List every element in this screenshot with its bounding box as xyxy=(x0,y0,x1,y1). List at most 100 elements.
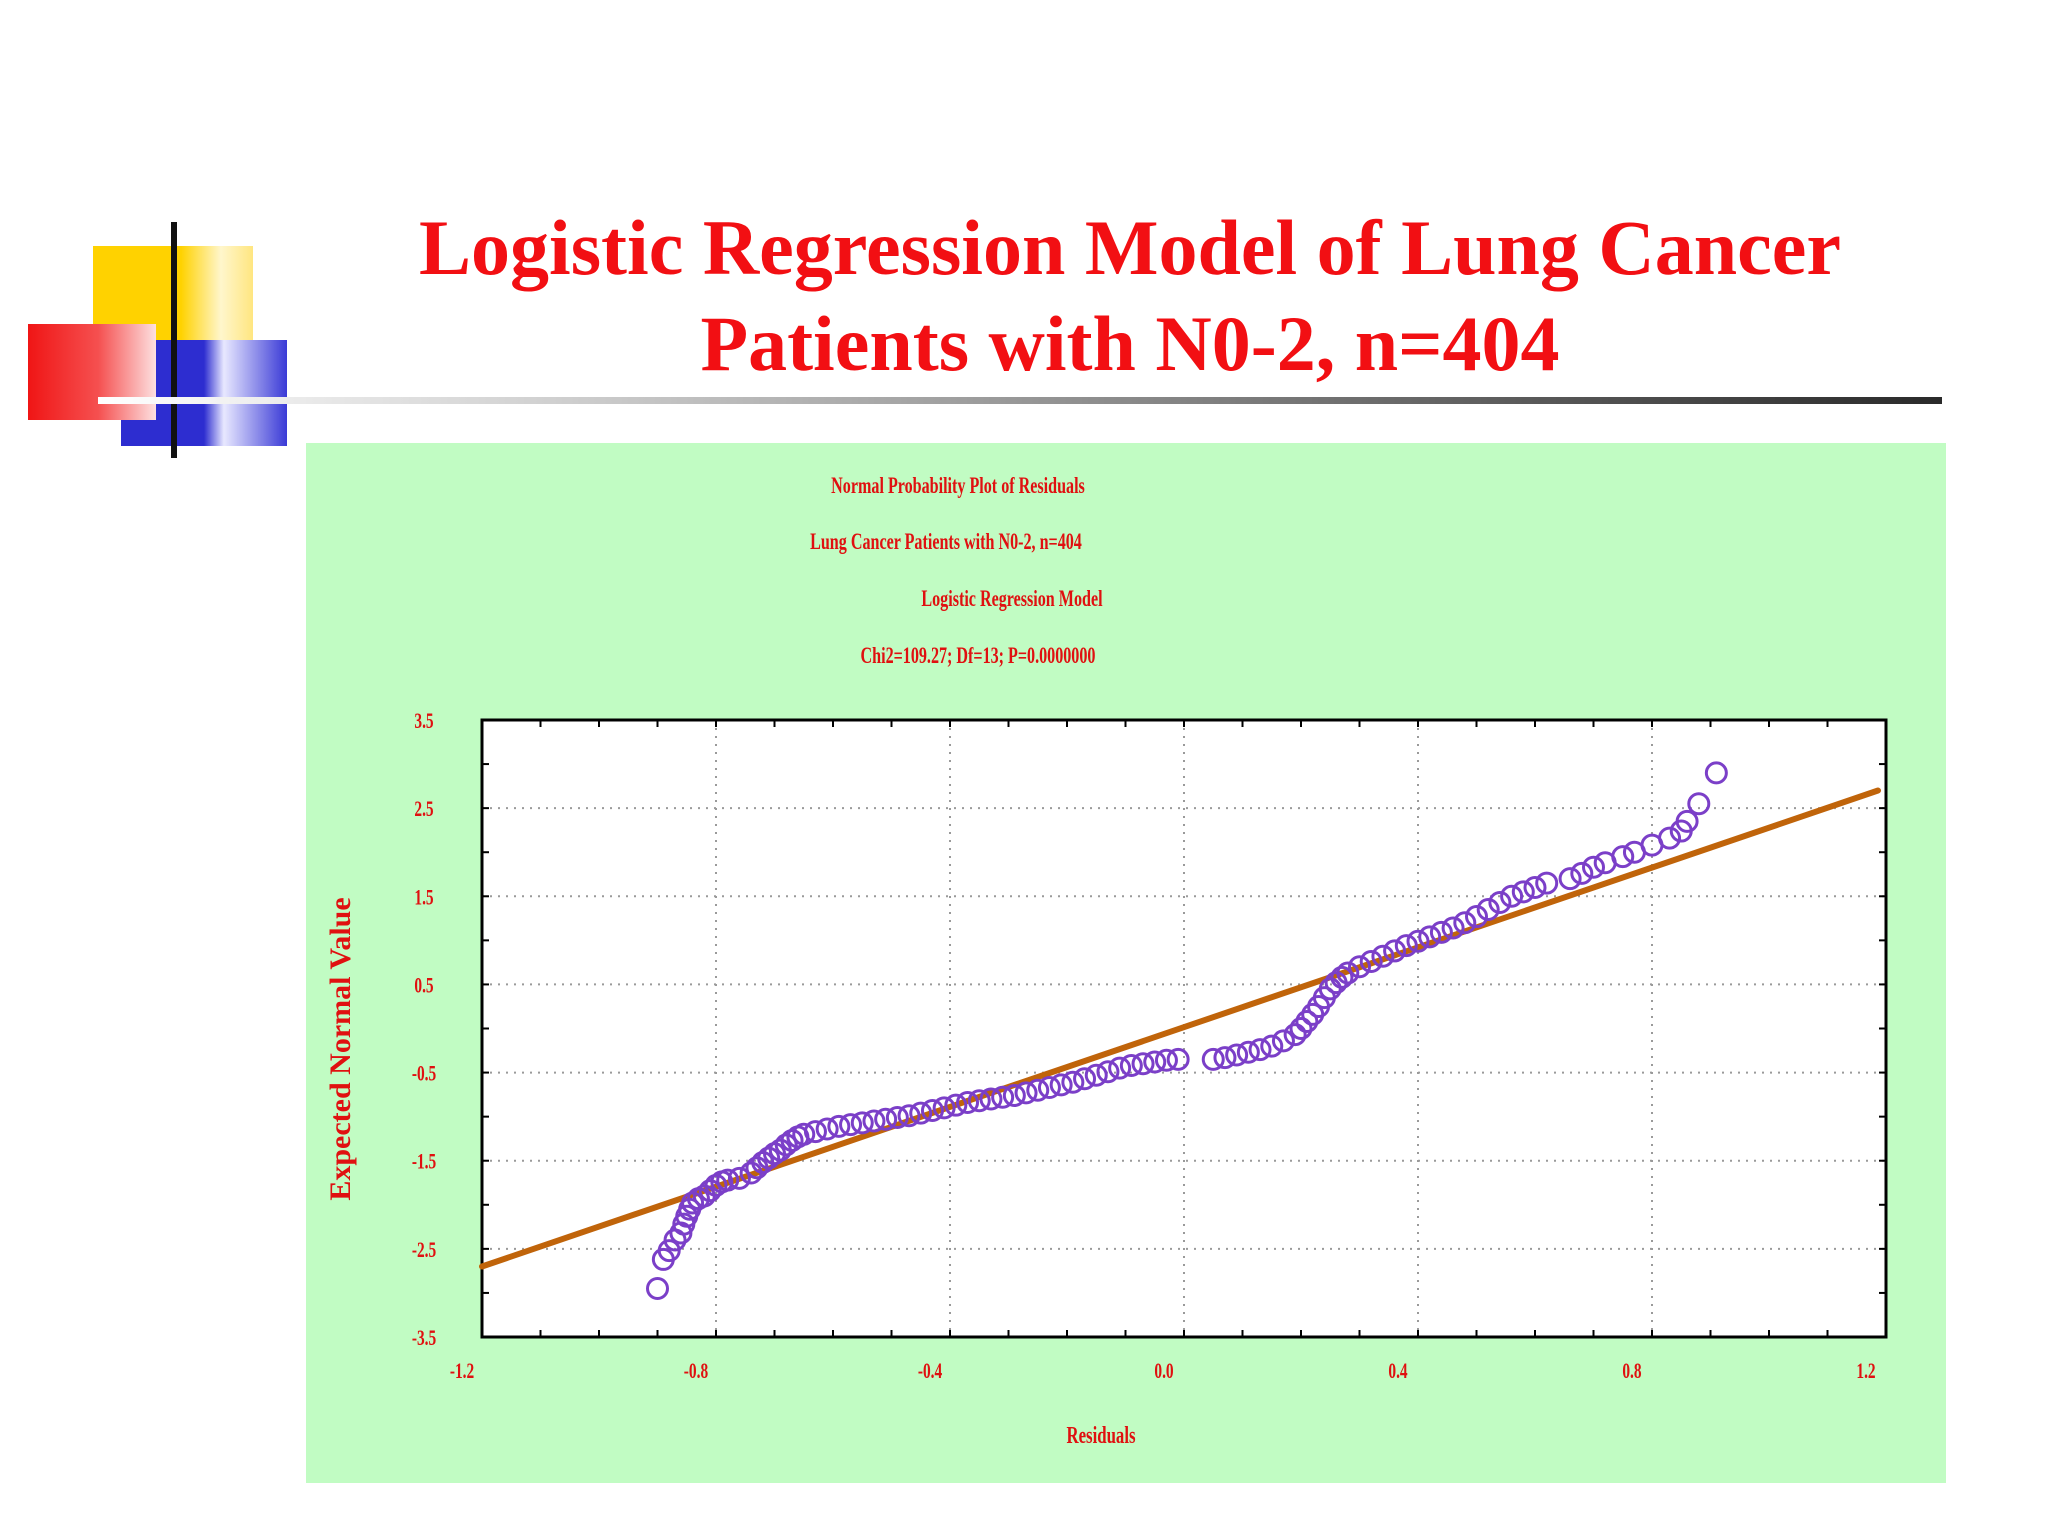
x-tick-label: -0.4 xyxy=(918,1359,943,1383)
data-point xyxy=(1073,1067,1097,1091)
data-point xyxy=(1394,934,1418,958)
data-point xyxy=(727,1166,751,1190)
data-point xyxy=(1026,1078,1050,1102)
data-point xyxy=(1096,1060,1120,1084)
data-point xyxy=(1558,867,1582,891)
y-tick-label: 0.5 xyxy=(414,974,433,998)
data-point xyxy=(1488,890,1512,914)
data-point xyxy=(1295,1009,1319,1033)
data-point xyxy=(920,1098,944,1122)
data-point xyxy=(1535,871,1559,895)
data-point xyxy=(827,1114,851,1138)
data-point xyxy=(1330,965,1354,989)
data-point xyxy=(839,1113,863,1137)
x-tick-label: -0.8 xyxy=(684,1359,708,1383)
slide-title-line-2: Patients with N0-2, n=404 xyxy=(700,300,1560,387)
data-point xyxy=(1131,1052,1155,1076)
data-point xyxy=(1687,792,1711,816)
data-points xyxy=(646,761,1728,1301)
data-point xyxy=(1213,1046,1237,1070)
data-point xyxy=(944,1093,968,1117)
data-point xyxy=(979,1087,1003,1111)
normal-probability-plot: Normal Probability Plot of Residuals Lun… xyxy=(324,473,1888,1449)
y-tick-label: -3.5 xyxy=(412,1326,436,1350)
x-tick-label: 0.0 xyxy=(1154,1359,1173,1383)
y-tick-label: -0.5 xyxy=(412,1062,436,1086)
data-point xyxy=(1225,1043,1249,1067)
data-point xyxy=(932,1096,956,1120)
data-point xyxy=(716,1168,740,1192)
data-point xyxy=(1061,1070,1085,1094)
data-point xyxy=(850,1111,874,1135)
chart-titles: Normal Probability Plot of Residuals Lun… xyxy=(810,473,1103,668)
data-point xyxy=(862,1109,886,1133)
data-point xyxy=(1248,1038,1272,1062)
data-point xyxy=(1143,1050,1167,1074)
data-point xyxy=(1289,1017,1313,1040)
data-point xyxy=(1359,950,1383,974)
data-point xyxy=(1704,761,1728,785)
data-point xyxy=(885,1106,909,1130)
chart-title-3: Logistic Regression Model xyxy=(921,586,1103,611)
data-point xyxy=(1383,939,1407,963)
data-point xyxy=(1037,1076,1061,1100)
data-point xyxy=(646,1277,669,1301)
plot-panel: Normal Probability Plot of Residuals Lun… xyxy=(306,443,1946,1483)
data-point xyxy=(1002,1083,1026,1107)
data-point xyxy=(1154,1048,1178,1072)
data-point xyxy=(1371,944,1395,968)
x-axis-label: Residuals xyxy=(1066,1423,1135,1448)
data-point xyxy=(1476,898,1500,922)
x-tick-labels: -1.2 -0.8 -0.4 0.0 0.4 0.8 1.2 xyxy=(450,1359,1876,1383)
data-point xyxy=(1441,916,1465,940)
slide-title: Logistic Regression Model of Lung Cancer… xyxy=(340,200,1920,392)
x-tick-label: -1.2 xyxy=(450,1359,474,1383)
y-tick-labels: 3.5 2.5 1.5 0.5 -0.5 -1.5 -2.5 -3.5 xyxy=(412,709,436,1350)
y-axis-label: Expected Normal Value xyxy=(324,897,357,1200)
x-tick-label: 1.2 xyxy=(1856,1359,1875,1383)
data-point xyxy=(1119,1054,1143,1078)
data-point xyxy=(1500,884,1524,908)
data-point xyxy=(1108,1056,1132,1080)
data-point xyxy=(1406,929,1430,953)
data-point xyxy=(1348,955,1371,979)
data-point xyxy=(1511,880,1535,904)
data-point xyxy=(815,1117,839,1141)
data-point xyxy=(1318,977,1342,1001)
slide-title-line-1: Logistic Regression Model of Lung Cancer xyxy=(419,204,1841,291)
y-tick-label: 2.5 xyxy=(414,798,433,822)
data-point xyxy=(1611,845,1635,869)
y-tick-label: 3.5 xyxy=(414,709,433,733)
data-point xyxy=(792,1122,816,1146)
data-point xyxy=(1283,1023,1307,1047)
y-tick-label: 1.5 xyxy=(414,886,433,910)
chart-title-4: Chi2=109.27; Df=13; P=0.0000000 xyxy=(861,643,1096,668)
data-point xyxy=(1465,905,1488,929)
data-point xyxy=(1166,1047,1190,1071)
data-point xyxy=(1271,1029,1295,1053)
data-point xyxy=(1201,1047,1225,1071)
data-point xyxy=(1453,911,1477,935)
data-point xyxy=(1049,1073,1073,1097)
data-point xyxy=(803,1120,827,1144)
data-point xyxy=(909,1101,933,1125)
data-point xyxy=(967,1089,991,1113)
data-point xyxy=(1675,809,1699,833)
data-point xyxy=(681,1191,705,1215)
title-underline-rule xyxy=(98,397,1942,404)
chart-title-2: Lung Cancer Patients with N0-2, n=404 xyxy=(810,529,1082,554)
data-point xyxy=(1336,961,1360,985)
data-point xyxy=(757,1146,781,1170)
y-tick-label: -1.5 xyxy=(412,1150,436,1174)
data-point xyxy=(991,1085,1015,1109)
data-point xyxy=(1582,855,1605,879)
x-tick-label: 0.4 xyxy=(1388,1359,1408,1383)
data-point xyxy=(874,1107,898,1131)
data-point xyxy=(1418,925,1442,949)
data-point xyxy=(897,1104,921,1128)
data-point xyxy=(1429,920,1453,944)
deco-vertical-line xyxy=(171,222,177,458)
data-point xyxy=(956,1091,980,1115)
grid xyxy=(482,720,1886,1337)
data-point xyxy=(1523,875,1547,899)
